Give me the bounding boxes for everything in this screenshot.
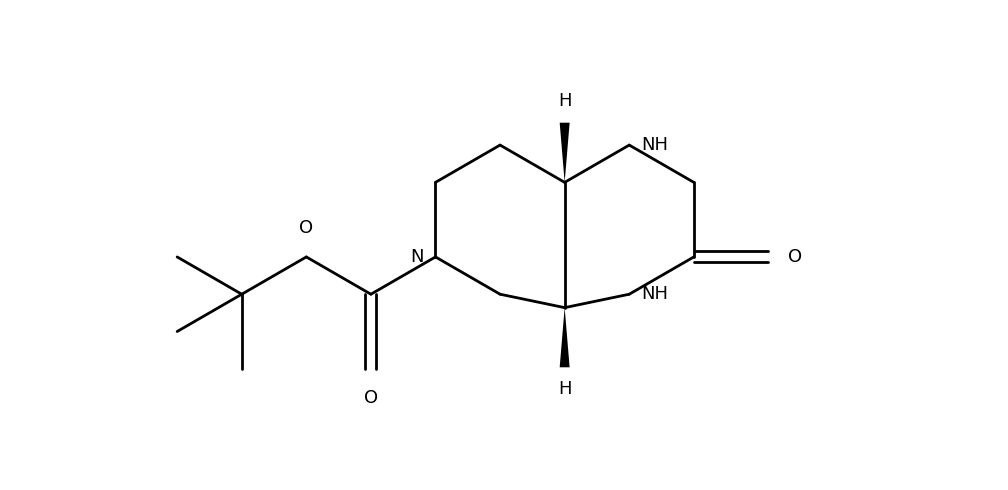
Text: O: O	[788, 248, 802, 266]
Polygon shape	[559, 122, 570, 182]
Text: NH: NH	[641, 285, 668, 303]
Text: O: O	[299, 219, 313, 237]
Text: NH: NH	[641, 136, 668, 154]
Text: N: N	[410, 248, 423, 266]
Text: O: O	[364, 389, 378, 407]
Text: H: H	[557, 380, 572, 398]
Polygon shape	[559, 308, 570, 368]
Text: H: H	[557, 92, 572, 110]
